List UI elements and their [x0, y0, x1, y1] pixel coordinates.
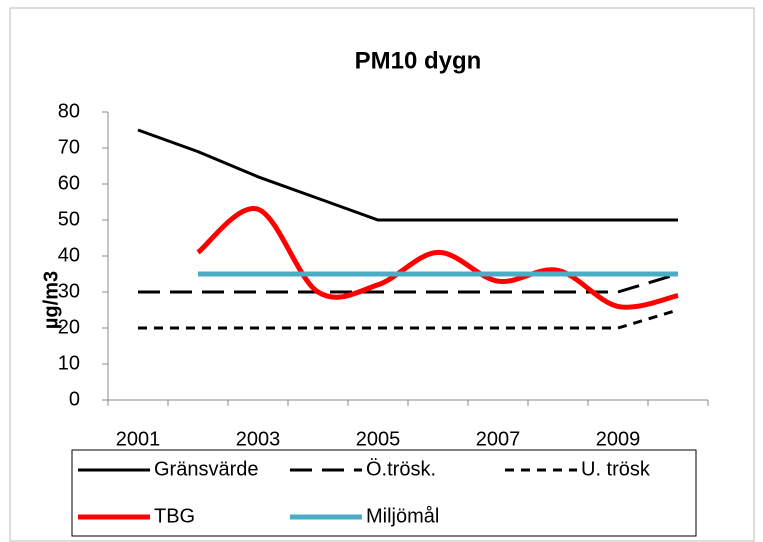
x-tick-label: 2003: [236, 428, 281, 450]
legend-label: TBG: [154, 505, 195, 527]
y-tick-label: 60: [58, 172, 80, 194]
data-line: [138, 272, 679, 294]
y-tick-label: 80: [58, 100, 80, 122]
y-tick-label: 70: [58, 136, 80, 158]
chart-border: [9, 7, 755, 542]
data-line: [138, 308, 679, 330]
y-tick-label: 10: [58, 352, 80, 374]
chart-title: PM10 dygn: [355, 47, 482, 74]
y-tick-label: 30: [58, 280, 80, 302]
y-axis-label: µg/m3: [40, 271, 62, 329]
x-tick-label: 2009: [596, 428, 641, 450]
legend-label: U. trösk: [581, 458, 651, 480]
x-tick-label: 2007: [476, 428, 521, 450]
legend-box: [71, 449, 697, 537]
x-tick-label: 2001: [116, 428, 161, 450]
data-line: [196, 206, 679, 310]
y-tick-label: 0: [69, 388, 80, 410]
y-tick-label: 40: [58, 244, 80, 266]
y-tick-label: 20: [58, 316, 80, 338]
y-tick-label: 50: [58, 208, 80, 230]
data-line: [137, 128, 678, 222]
legend-label: Miljömål: [366, 505, 439, 527]
legend-label: Ö.trösk.: [366, 458, 436, 480]
x-tick-label: 2005: [356, 428, 401, 450]
legend-label: Gränsvärde: [154, 458, 259, 480]
